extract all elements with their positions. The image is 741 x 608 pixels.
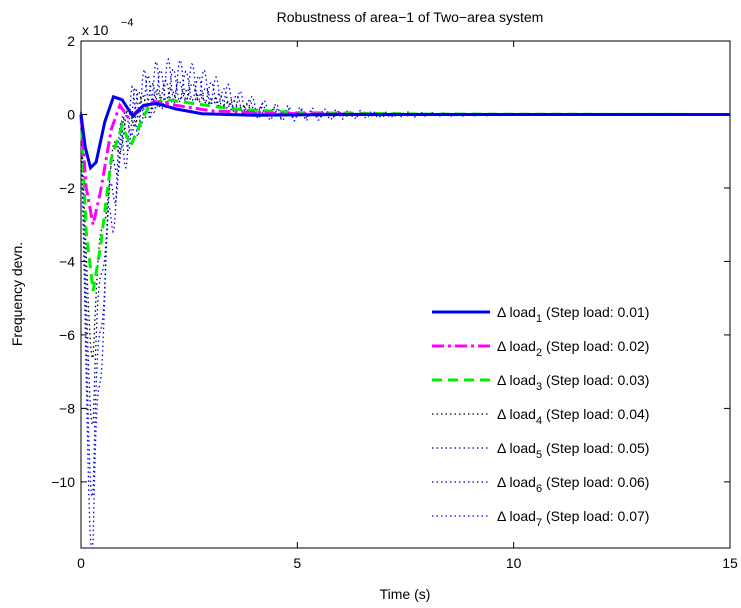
series-line-1 <box>79 94 730 171</box>
legend-label-5: Δ load5 (Step load: 0.05) <box>497 440 649 461</box>
legend-label-2: Δ load2 (Step load: 0.02) <box>497 338 649 359</box>
y-tick-label: −6 <box>59 327 75 343</box>
series-line-3 <box>79 98 731 292</box>
y-exponent-label: x 10 −4 <box>82 17 134 38</box>
y-tick-label: −4 <box>59 253 75 269</box>
y-tick-label: −10 <box>51 474 75 490</box>
plot-area <box>80 40 731 549</box>
y-tick-label: −2 <box>59 180 75 196</box>
x-tick-label: 10 <box>506 555 522 571</box>
x-tick-label: 0 <box>77 555 85 571</box>
legend-label-1: Δ load1 (Step load: 0.01) <box>497 304 649 325</box>
y-axis-label: Frequency devn. <box>9 242 25 346</box>
y-tick-label: 2 <box>67 33 75 49</box>
x-axis-label: Time (s) <box>380 586 431 602</box>
x-tick-label: 5 <box>293 555 301 571</box>
chart-title: Robustness of area−1 of Two−area system <box>277 9 544 25</box>
legend: Δ load1 (Step load: 0.01) Δ load2 (Step l… <box>432 304 649 529</box>
y-tick-label: 0 <box>67 106 75 122</box>
y-tick-label: −8 <box>59 400 75 416</box>
x-tick-label: 15 <box>722 555 738 571</box>
legend-label-4: Δ load4 (Step load: 0.04) <box>497 406 649 427</box>
legend-label-3: Δ load3 (Step load: 0.03) <box>497 372 649 393</box>
y-exponent-power: −4 <box>121 17 134 29</box>
legend-label-6: Δ load6 (Step load: 0.06) <box>497 474 649 495</box>
series-layer <box>79 57 731 549</box>
y-exponent-base: x 10 <box>82 22 109 38</box>
legend-label-7: Δ load7 (Step load: 0.07) <box>497 508 649 529</box>
